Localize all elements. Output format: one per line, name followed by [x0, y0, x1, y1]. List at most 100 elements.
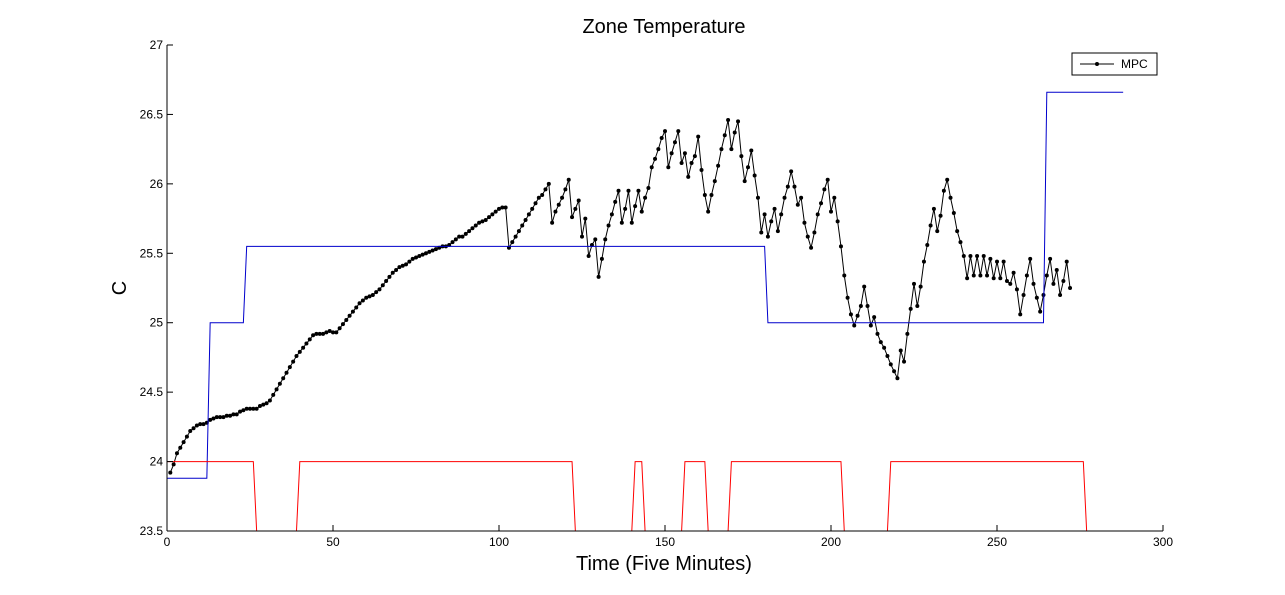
mpc-point-20: [234, 412, 239, 417]
mpc-point-109: [530, 206, 535, 211]
mpc-point-161: [702, 192, 707, 197]
mpc-point-210: [865, 304, 870, 309]
mpc-point-184: [779, 212, 784, 217]
mpc-point-177: [755, 195, 760, 200]
mpc-point-69: [397, 265, 402, 270]
mpc-point-52: [340, 322, 345, 327]
mpc-point-112: [540, 192, 545, 197]
mpc-point-245: [981, 254, 986, 259]
mpc-point-48: [327, 329, 332, 334]
mpc-point-44: [314, 331, 319, 336]
mpc-point-139: [629, 220, 634, 225]
mpc-point-207: [855, 313, 860, 318]
mpc-point-93: [477, 220, 482, 225]
mpc-point-171: [736, 119, 741, 124]
mpc-point-143: [643, 195, 648, 200]
mpc-point-182: [772, 206, 777, 211]
mpc-point-201: [835, 219, 840, 224]
mpc-point-191: [802, 220, 807, 225]
mpc-point-3: [178, 445, 183, 450]
x-tick-label-5: 250: [987, 535, 1007, 549]
mpc-point-23: [244, 406, 249, 411]
mpc-point-266: [1051, 281, 1056, 286]
mpc-point-131: [603, 237, 608, 242]
mpc-point-173: [742, 179, 747, 184]
mpc-point-189: [795, 202, 800, 207]
mpc-point-163: [709, 192, 714, 197]
mpc-point-64: [380, 283, 385, 288]
mpc-point-136: [619, 220, 624, 225]
mpc-point-118: [560, 195, 565, 200]
x-tick-label-0: 0: [164, 535, 171, 549]
mpc-point-32: [274, 387, 279, 392]
mpc-point-7: [191, 426, 196, 431]
mpc-point-94: [480, 219, 485, 224]
legend: MPC: [1071, 52, 1158, 76]
mpc-point-155: [682, 151, 687, 156]
mpc-point-137: [623, 206, 628, 211]
mpc-point-129: [596, 274, 601, 279]
legend-box: [1071, 52, 1158, 76]
mpc-point-1: [171, 462, 176, 467]
mpc-point-239: [961, 254, 966, 259]
mpc-point-124: [580, 234, 584, 239]
mpc-point-157: [689, 161, 694, 166]
mpc-point-152: [672, 140, 677, 145]
mpc-point-208: [858, 304, 863, 309]
mpc-point-51: [337, 326, 342, 331]
mpc-point-141: [636, 188, 641, 193]
mpc-point-5: [184, 434, 189, 439]
mpc-point-66: [387, 274, 392, 279]
mpc-point-60: [367, 294, 372, 299]
mpc-point-0: [168, 470, 173, 475]
x-axis-label: Time (Five Minutes): [576, 553, 752, 575]
mpc-point-45: [317, 331, 322, 336]
mpc-point-50: [334, 330, 339, 335]
mpc-point-122: [573, 206, 578, 211]
mpc-point-74: [414, 255, 418, 260]
mpc-point-77: [423, 251, 428, 256]
mpc-point-178: [759, 230, 764, 235]
x-tick-label-2: 100: [489, 535, 509, 549]
mpc-point-154: [679, 161, 684, 166]
mpc-point-271: [1068, 286, 1073, 290]
mpc-point-219: [895, 376, 900, 381]
mpc-point-65: [384, 279, 389, 284]
mpc-point-86: [453, 237, 458, 242]
mpc-point-120: [566, 177, 571, 182]
mpc-point-68: [394, 267, 399, 272]
y-tick-label-3: 25: [150, 316, 164, 330]
mpc-point-146: [653, 156, 658, 161]
mpc-point-99: [497, 206, 501, 211]
mpc-point-227: [921, 259, 926, 264]
mpc-point-43: [311, 333, 316, 338]
mpc-point-133: [609, 212, 614, 217]
mpc-point-186: [785, 184, 790, 189]
mpc-point-142: [639, 209, 644, 214]
mpc-point-106: [520, 223, 525, 228]
mpc-point-54: [347, 313, 352, 318]
mpc-point-224: [912, 281, 916, 286]
mpc-point-262: [1038, 309, 1043, 314]
mpc-point-156: [686, 174, 691, 179]
mpc-point-28: [261, 402, 266, 407]
mpc-point-230: [931, 206, 936, 211]
mpc-point-57: [357, 301, 362, 306]
mpc-point-29: [264, 401, 269, 406]
mpc-point-185: [782, 195, 787, 200]
mpc-point-41: [304, 341, 309, 346]
mpc-point-8: [194, 423, 199, 428]
mpc-point-158: [692, 154, 697, 159]
mpc-point-258: [1024, 273, 1029, 278]
mpc-point-2: [174, 451, 179, 456]
mpc-point-15: [218, 415, 223, 420]
mpc-point-234: [945, 177, 950, 182]
mpc-point-164: [712, 179, 717, 184]
y-tick-label-0: 23.5: [140, 524, 164, 538]
mpc-point-167: [722, 133, 727, 138]
mpc-point-199: [829, 209, 833, 214]
mpc-point-97: [490, 212, 495, 217]
mpc-point-226: [918, 284, 923, 289]
mpc-point-216: [885, 354, 890, 359]
